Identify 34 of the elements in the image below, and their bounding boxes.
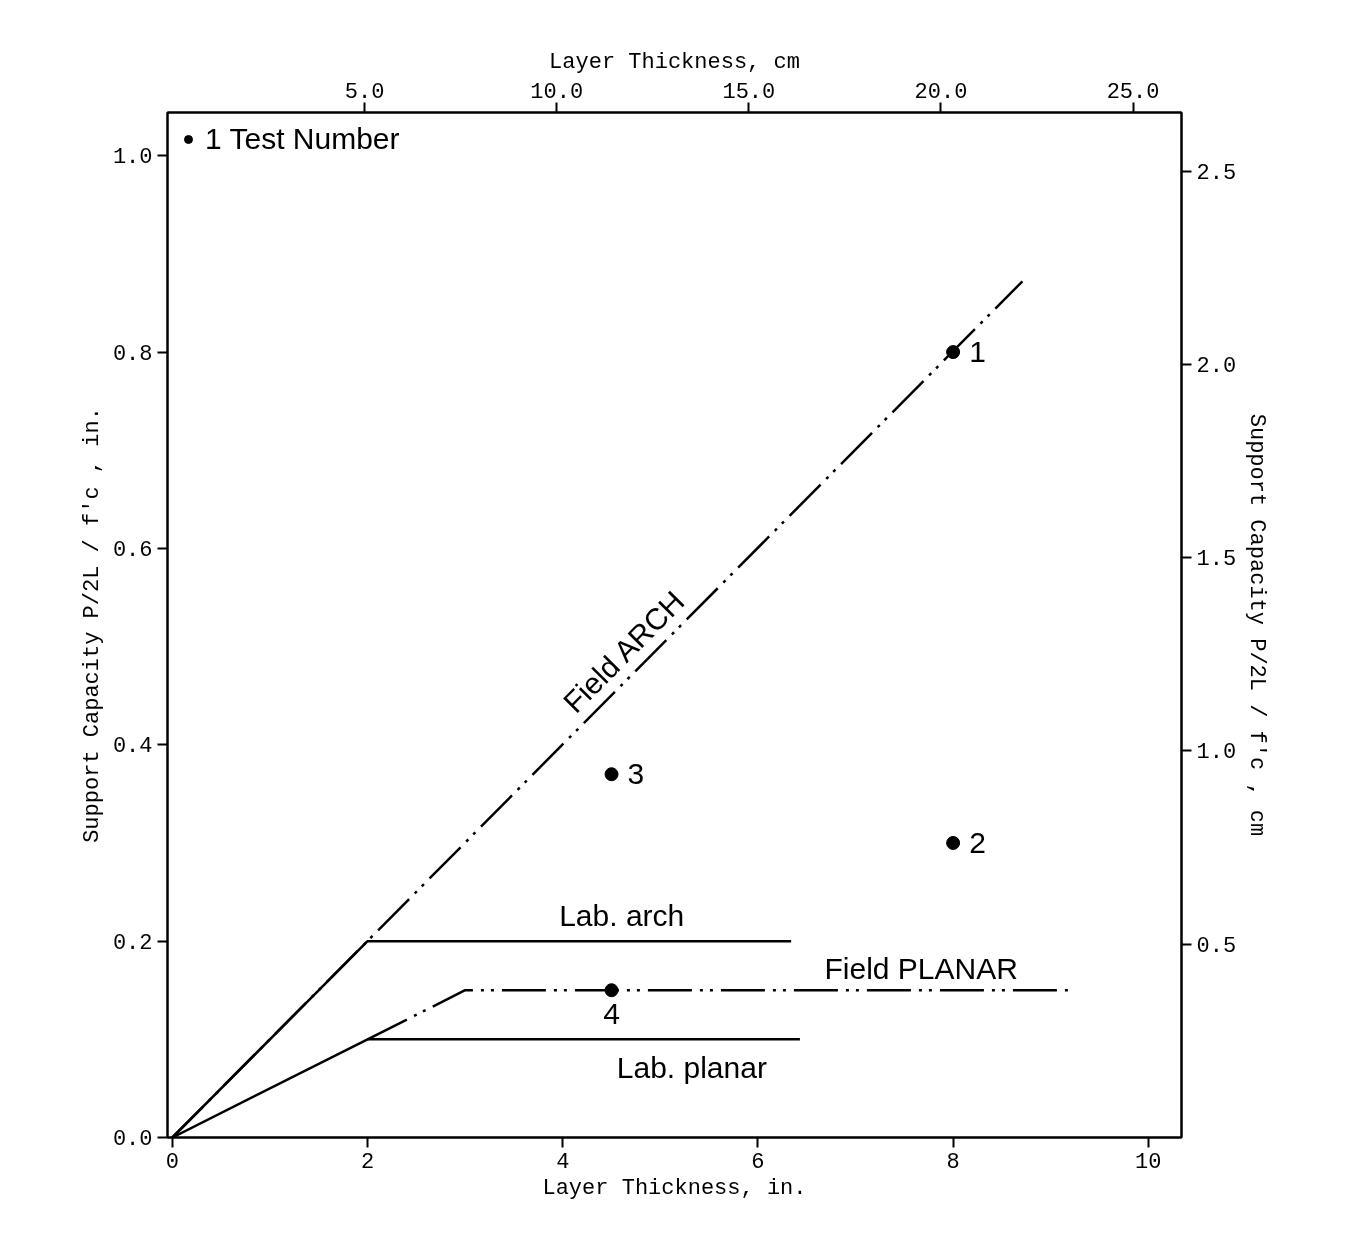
annotation: 2	[969, 825, 986, 859]
x2-axis-title: Layer Thickness, cm	[549, 49, 800, 75]
y-tick-label: 0.6	[112, 537, 153, 563]
x-tick-label: 4	[556, 1149, 570, 1175]
y2-tick-label: 0.5	[1196, 933, 1237, 959]
y2-tick-label: 2.0	[1196, 354, 1237, 379]
series-label: Lab. planar	[616, 1050, 767, 1084]
x2-tick-label: 5.0	[344, 79, 385, 105]
y2-tick-label: 1.0	[1196, 740, 1237, 766]
series-label: Lab. arch	[559, 898, 685, 932]
annotation: 4	[603, 997, 620, 1031]
annotation: 1	[969, 335, 986, 369]
y-axis-title: Support Capacity P/2L / f′c , in.	[79, 407, 105, 843]
y-tick-label: 0.4	[112, 734, 153, 760]
y-tick-label: 0.8	[112, 341, 153, 367]
x-axis-title: Layer Thickness, in.	[542, 1175, 807, 1201]
x2-tick-label: 15.0	[722, 79, 776, 105]
x2-tick-label: 20.0	[914, 79, 968, 105]
y-tick-label: 0.2	[112, 930, 153, 956]
y2-tick-label: 2.5	[1196, 160, 1237, 186]
y2-tick-label: 1.5	[1196, 547, 1237, 573]
y-tick-label: 1.0	[112, 145, 153, 171]
x-tick-label: 6	[751, 1149, 765, 1175]
x-tick-label: 8	[946, 1149, 960, 1175]
x-tick-label: 2	[360, 1149, 375, 1175]
x-tick-label: 0	[165, 1149, 179, 1175]
x2-tick-label: 10.0	[530, 79, 584, 105]
x-tick-label: 10	[1135, 1149, 1162, 1175]
series-label: Field PLANAR	[824, 951, 1018, 985]
legend-label: 1 Test Number	[205, 122, 400, 156]
annotation: 3	[627, 757, 645, 791]
x2-tick-label: 25.0	[1106, 79, 1160, 105]
y2-axis-title: Support Capacity P/2L / f′c , cm	[1244, 413, 1270, 837]
y-tick-label: 0.0	[112, 1127, 153, 1152]
